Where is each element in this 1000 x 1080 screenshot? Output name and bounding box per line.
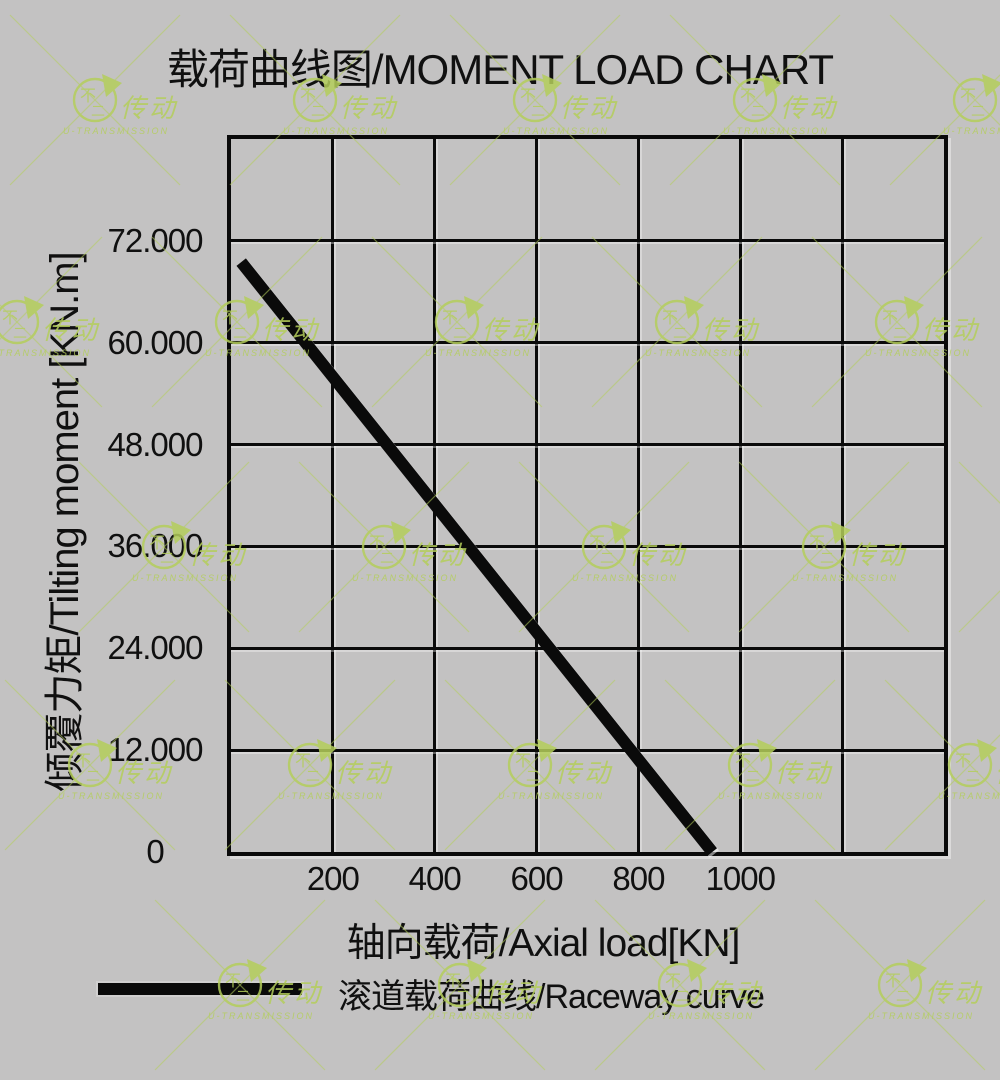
- watermark-logo-char-bottom: 二: [91, 103, 105, 119]
- gridline-vertical: [636, 139, 640, 852]
- watermark-logo-char-bottom: 二: [896, 988, 910, 1004]
- watermark-logo-char-bottom: 二: [751, 103, 765, 119]
- legend-label: 滚道载荷曲线/Raceway curve: [338, 978, 765, 1016]
- watermark-brand-text: 传动: [120, 93, 178, 123]
- gridline-horizontal: [231, 646, 944, 650]
- watermark-subtext: U-TRANSMISSION: [943, 126, 1000, 136]
- gridline-vertical: [535, 139, 539, 852]
- x-tick-label: 400: [408, 860, 462, 897]
- y-tick-label: 24.000: [107, 629, 204, 667]
- watermark-logo-char-top: 不: [885, 973, 901, 990]
- gridline-horizontal: [231, 443, 944, 447]
- x-tick-label: 800: [612, 860, 665, 897]
- chart-title: 载荷曲线图/MOMENT LOAD CHART: [166, 46, 834, 93]
- gridline-vertical: [331, 139, 335, 852]
- watermark-brand-text: 传动: [780, 93, 838, 123]
- y-tick-label: 0: [146, 833, 164, 870]
- watermark-brand-text: 传动: [995, 758, 1000, 788]
- y-tick-label: 36.000: [107, 527, 204, 565]
- gridline-horizontal: [231, 544, 944, 548]
- gridline-vertical: [738, 139, 742, 852]
- watermark-subtext: U-TRANSMISSION: [132, 573, 238, 583]
- watermark-logo-char-bottom: 二: [971, 103, 985, 119]
- watermark-logo-char-bottom: 二: [13, 325, 27, 341]
- watermark-brand-text: 传动: [340, 93, 398, 123]
- watermark-logo-char-top: 不: [955, 753, 971, 770]
- y-tick-label: 72.000: [107, 221, 204, 259]
- y-tick-label: 12.000: [107, 731, 204, 769]
- plot-area: [227, 135, 948, 856]
- x-tick-label: 600: [510, 860, 564, 897]
- watermark-subtext: U-TRANSMISSION: [208, 1011, 314, 1021]
- watermark-subtext: U-TRANSMISSION: [63, 126, 169, 136]
- watermark-logo-char-bottom: 二: [966, 768, 980, 784]
- legend-line-swatch: [98, 983, 302, 995]
- x-axis-label: 轴向载荷/Axial load[KN]: [346, 922, 741, 965]
- y-tick-label: 60.000: [107, 323, 204, 361]
- watermark-subtext: U-TRANSMISSION: [868, 1011, 974, 1021]
- watermark-brand-text: 传动: [925, 978, 983, 1008]
- watermark-brand-text: 传动: [560, 93, 618, 123]
- gridline-horizontal: [231, 341, 944, 345]
- gridline-horizontal: [231, 748, 944, 752]
- gridline-horizontal: [231, 239, 944, 243]
- watermark-logo-char-bottom: 二: [311, 103, 325, 119]
- x-tick-label: 200: [306, 860, 360, 897]
- x-tick-label: 1000: [705, 860, 776, 897]
- watermark-logo-char-bottom: 二: [531, 103, 545, 119]
- watermark-subtext: U-TRANSMISSION: [58, 791, 164, 801]
- watermark-logo-char-top: 不: [2, 310, 18, 327]
- gridline-vertical: [433, 139, 437, 852]
- y-tick-label: 48.000: [107, 425, 204, 463]
- gridline-vertical: [840, 139, 844, 852]
